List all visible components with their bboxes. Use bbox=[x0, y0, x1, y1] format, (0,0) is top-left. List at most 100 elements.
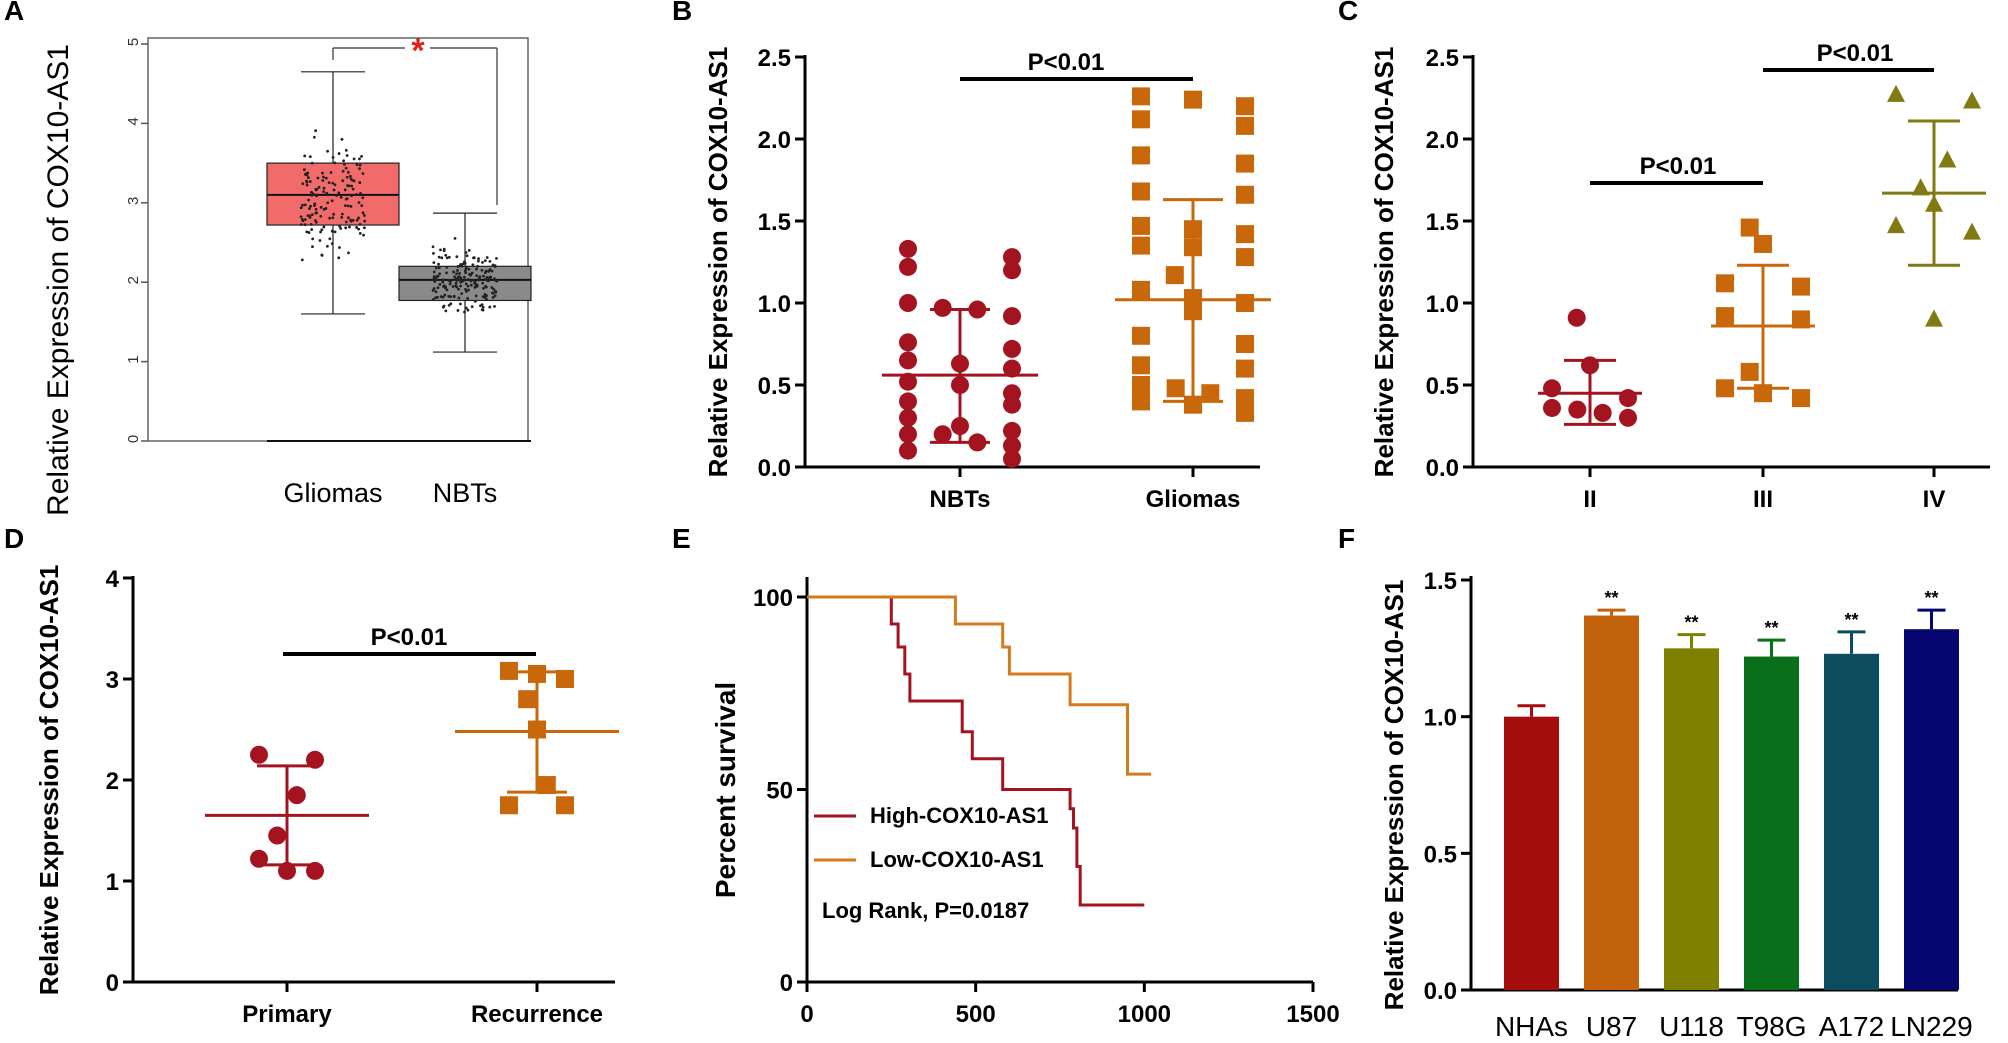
data-point bbox=[319, 230, 322, 234]
data-point bbox=[318, 239, 322, 242]
y-tick-label: 1 bbox=[106, 869, 119, 896]
data-point bbox=[451, 285, 455, 288]
data-point bbox=[493, 289, 497, 293]
data-point bbox=[1132, 87, 1150, 106]
data-point bbox=[1593, 403, 1612, 422]
data-point bbox=[466, 308, 470, 312]
data-point bbox=[1963, 222, 1981, 240]
data-point bbox=[485, 294, 488, 298]
data-point bbox=[463, 310, 466, 314]
data-point bbox=[491, 263, 495, 267]
data-point bbox=[299, 223, 303, 227]
data-point bbox=[480, 268, 484, 272]
data-point bbox=[309, 204, 312, 208]
data-point bbox=[1792, 310, 1810, 329]
data-point bbox=[1716, 379, 1734, 398]
data-point bbox=[331, 181, 335, 185]
data-point bbox=[324, 176, 328, 180]
x-category-label: NHAs bbox=[1495, 1011, 1568, 1042]
data-point bbox=[344, 226, 348, 230]
data-point bbox=[467, 278, 470, 281]
data-point bbox=[444, 309, 448, 313]
data-point bbox=[458, 272, 461, 275]
data-point bbox=[362, 214, 366, 217]
legend-label: High-COX10-AS1 bbox=[870, 803, 1048, 828]
bar bbox=[1824, 653, 1879, 990]
y-tick-label: 50 bbox=[766, 778, 793, 805]
data-point bbox=[474, 294, 478, 298]
data-point bbox=[463, 260, 466, 264]
y-tick-label: 0.0 bbox=[1424, 978, 1457, 1005]
data-point bbox=[355, 163, 359, 166]
data-point bbox=[457, 287, 460, 291]
data-point bbox=[331, 229, 335, 233]
y-tick-label: 3 bbox=[106, 667, 119, 694]
data-point bbox=[475, 283, 479, 287]
data-point bbox=[518, 690, 537, 709]
data-point bbox=[358, 181, 362, 184]
x-tick-label: 500 bbox=[956, 1001, 996, 1028]
x-category-label: III bbox=[1753, 486, 1773, 513]
data-point bbox=[477, 278, 481, 282]
bar bbox=[1664, 648, 1719, 990]
data-point bbox=[1003, 261, 1021, 280]
data-point bbox=[331, 156, 335, 159]
data-point bbox=[459, 284, 463, 288]
data-point bbox=[347, 184, 351, 188]
data-point bbox=[343, 204, 347, 208]
data-point bbox=[306, 750, 324, 769]
data-point bbox=[933, 425, 952, 444]
y-axis-title: Relative Expression of COX10-AS1 bbox=[1369, 47, 1399, 478]
data-point bbox=[1236, 154, 1254, 173]
data-point bbox=[363, 219, 367, 223]
data-point bbox=[437, 266, 441, 270]
data-point bbox=[347, 251, 350, 255]
data-point bbox=[303, 172, 307, 176]
panel-c-chart: 0.0 0.5 1.0 1.5 2.0 2.5 Relative Expression of… bbox=[1369, 40, 1990, 513]
data-point bbox=[437, 262, 440, 266]
data-point bbox=[453, 275, 457, 279]
data-point bbox=[463, 278, 467, 282]
data-point bbox=[460, 292, 464, 296]
data-point bbox=[467, 249, 471, 252]
data-point bbox=[346, 170, 350, 174]
x-category-label: T98G bbox=[1736, 1011, 1806, 1042]
data-point bbox=[1716, 307, 1734, 326]
data-point bbox=[899, 441, 917, 460]
data-point bbox=[441, 278, 445, 282]
data-point bbox=[1236, 389, 1254, 408]
data-point bbox=[341, 179, 345, 183]
data-point bbox=[305, 180, 309, 184]
data-point bbox=[1911, 178, 1930, 196]
data-point bbox=[467, 288, 470, 292]
data-point bbox=[362, 226, 366, 230]
data-point bbox=[299, 215, 303, 219]
data-point bbox=[325, 191, 329, 195]
data-point bbox=[458, 278, 462, 282]
data-point bbox=[358, 163, 362, 167]
data-point bbox=[303, 218, 307, 221]
data-point bbox=[488, 259, 492, 263]
data-point bbox=[361, 211, 365, 215]
data-point bbox=[314, 129, 318, 133]
data-point bbox=[357, 216, 360, 220]
y-tick-label: 2 bbox=[106, 768, 119, 795]
y-tick-label: 0.0 bbox=[758, 455, 791, 482]
data-point bbox=[473, 299, 477, 303]
y-tick-label: 2.5 bbox=[758, 45, 791, 72]
data-point bbox=[1236, 185, 1254, 204]
data-point bbox=[434, 266, 438, 270]
data-point bbox=[1132, 326, 1150, 345]
data-point bbox=[346, 216, 350, 220]
data-point bbox=[350, 178, 354, 182]
data-point bbox=[314, 207, 318, 211]
data-point bbox=[556, 796, 574, 815]
y-tick-label: 4 bbox=[125, 117, 142, 125]
data-point bbox=[317, 185, 321, 189]
data-point bbox=[320, 228, 324, 232]
plot-frame bbox=[147, 37, 529, 442]
data-point bbox=[490, 269, 494, 273]
data-point bbox=[482, 274, 485, 278]
data-point bbox=[359, 191, 362, 195]
